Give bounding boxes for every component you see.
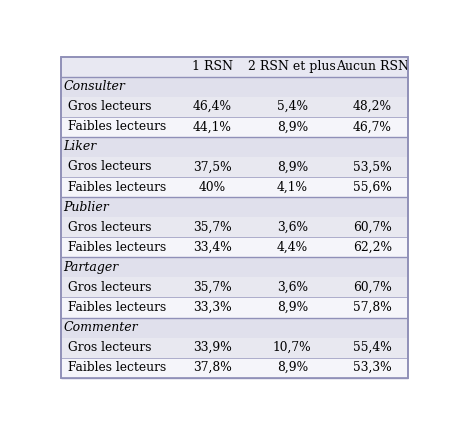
Text: 40%: 40%: [199, 181, 226, 194]
Text: Gros lecteurs: Gros lecteurs: [69, 221, 152, 233]
Text: 60,7%: 60,7%: [353, 221, 392, 233]
Text: 8,9%: 8,9%: [277, 120, 308, 133]
Text: 8,9%: 8,9%: [277, 160, 308, 173]
Text: Gros lecteurs: Gros lecteurs: [69, 341, 152, 354]
Text: 35,7%: 35,7%: [193, 281, 232, 294]
Text: 55,4%: 55,4%: [353, 341, 392, 354]
Text: 37,5%: 37,5%: [193, 160, 232, 173]
Text: 8,9%: 8,9%: [277, 361, 308, 374]
Text: 46,4%: 46,4%: [193, 100, 232, 113]
Text: Faibles lecteurs: Faibles lecteurs: [69, 301, 167, 314]
Text: 37,8%: 37,8%: [193, 361, 232, 374]
Text: Faibles lecteurs: Faibles lecteurs: [69, 120, 167, 133]
Text: Aucun RSN: Aucun RSN: [336, 60, 409, 73]
Bar: [61, 338, 408, 358]
Text: 62,2%: 62,2%: [353, 241, 392, 254]
Text: 57,8%: 57,8%: [353, 301, 392, 314]
Bar: [61, 157, 408, 177]
Bar: [61, 77, 408, 97]
Bar: [61, 97, 408, 117]
Text: 2 RSN et plus: 2 RSN et plus: [249, 60, 336, 73]
Text: 48,2%: 48,2%: [353, 100, 392, 113]
Bar: [61, 257, 408, 277]
Text: Consulter: Consulter: [64, 80, 125, 93]
Bar: [61, 137, 408, 157]
Text: 33,3%: 33,3%: [193, 301, 232, 314]
Text: 3,6%: 3,6%: [277, 281, 308, 294]
Text: Faibles lecteurs: Faibles lecteurs: [69, 361, 167, 374]
Text: Gros lecteurs: Gros lecteurs: [69, 100, 152, 113]
Text: 53,3%: 53,3%: [353, 361, 392, 374]
Text: 4,1%: 4,1%: [277, 181, 308, 194]
Text: Liker: Liker: [64, 140, 97, 154]
Text: Gros lecteurs: Gros lecteurs: [69, 160, 152, 173]
Text: 1 RSN: 1 RSN: [192, 60, 233, 73]
Text: 44,1%: 44,1%: [193, 120, 232, 133]
Text: 53,5%: 53,5%: [353, 160, 392, 173]
Bar: [61, 277, 408, 298]
Text: 46,7%: 46,7%: [353, 120, 392, 133]
Text: 5,4%: 5,4%: [277, 100, 308, 113]
Bar: [61, 57, 408, 77]
Text: Gros lecteurs: Gros lecteurs: [69, 281, 152, 294]
Bar: [61, 298, 408, 317]
Bar: [61, 358, 408, 378]
Text: 55,6%: 55,6%: [353, 181, 392, 194]
Text: 4,4%: 4,4%: [277, 241, 308, 254]
Text: Commenter: Commenter: [64, 321, 138, 334]
Text: 10,7%: 10,7%: [273, 341, 312, 354]
Text: Partager: Partager: [64, 261, 119, 274]
Text: 8,9%: 8,9%: [277, 301, 308, 314]
Text: Faibles lecteurs: Faibles lecteurs: [69, 181, 167, 194]
Bar: [61, 197, 408, 217]
Bar: [61, 177, 408, 197]
Bar: [61, 237, 408, 257]
Text: 35,7%: 35,7%: [193, 221, 232, 233]
Bar: [61, 317, 408, 338]
Bar: [61, 117, 408, 137]
Text: 3,6%: 3,6%: [277, 221, 308, 233]
Text: 33,9%: 33,9%: [193, 341, 232, 354]
Bar: [61, 217, 408, 237]
Text: 33,4%: 33,4%: [193, 241, 232, 254]
Text: 60,7%: 60,7%: [353, 281, 392, 294]
Text: Faibles lecteurs: Faibles lecteurs: [69, 241, 167, 254]
Text: Publier: Publier: [64, 201, 109, 214]
